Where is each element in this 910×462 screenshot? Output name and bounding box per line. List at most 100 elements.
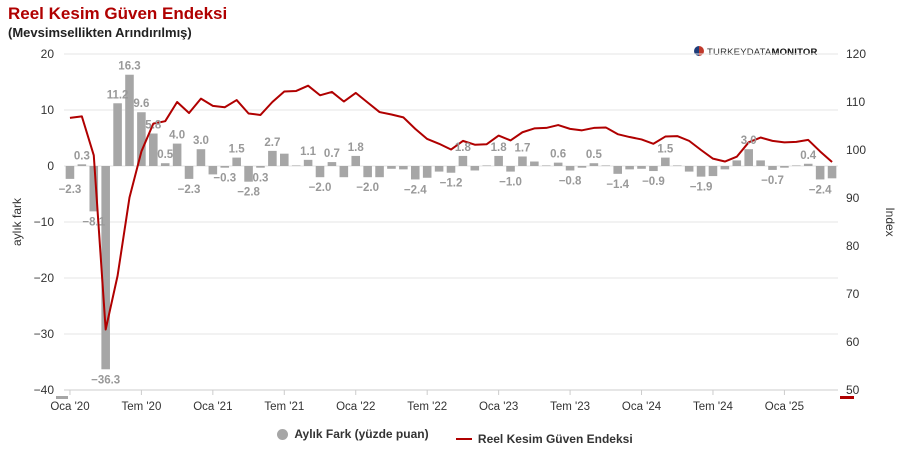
bar — [744, 149, 753, 166]
bar — [827, 166, 837, 179]
bar-data-label: −2.3 — [59, 184, 82, 196]
bar-data-label: −2.0 — [356, 182, 379, 194]
bar — [65, 166, 75, 179]
bar — [494, 155, 503, 166]
x-tick-label: Oca '24 — [622, 401, 662, 413]
bar-data-label: 4.0 — [169, 130, 185, 142]
bar-data-label: 1.8 — [348, 142, 365, 154]
bar-data-label: −36.3 — [91, 374, 120, 386]
bar — [672, 165, 682, 167]
bar-data-label: 0.5 — [586, 149, 603, 161]
bar — [768, 166, 777, 170]
y-right-tick-label: 110 — [846, 95, 865, 109]
bar — [315, 166, 325, 178]
bar-data-label: 0.4 — [800, 150, 817, 162]
y-right-tick-label: 90 — [846, 191, 860, 205]
right-axis-marker — [840, 396, 854, 399]
bar — [458, 155, 468, 166]
bar — [339, 166, 349, 178]
bar — [482, 165, 492, 167]
bar — [601, 165, 611, 167]
x-tick-label: Oca '20 — [50, 401, 89, 413]
x-tick-label: Oca '23 — [479, 401, 518, 413]
y-left-tick-label: 0 — [47, 159, 54, 173]
bar — [720, 166, 730, 170]
bar — [196, 149, 206, 166]
bar-data-label: 0.7 — [324, 148, 340, 160]
brand-middle: DATA — [746, 47, 772, 58]
bar-data-label: −1.9 — [690, 182, 713, 194]
legend-line-swatch — [455, 437, 472, 440]
y-left-tick-label: −10 — [34, 215, 55, 229]
bar-data-label: −0.3 — [213, 173, 236, 185]
bar-data-label: 0.5 — [157, 149, 174, 161]
bar-data-label: 0.3 — [252, 173, 268, 185]
bar — [649, 166, 658, 172]
bar-data-label: −2.3 — [178, 184, 201, 196]
bar-data-label: 1.8 — [491, 142, 508, 154]
bar — [684, 166, 694, 172]
bar-data-label: −2.4 — [404, 184, 427, 196]
x-tick-label: Oca '21 — [193, 401, 232, 413]
brand-prefix: TURKEY — [707, 47, 747, 58]
brand-suffix: MONITOR — [771, 47, 818, 58]
bar-data-label: −1.0 — [499, 177, 522, 189]
bar-data-label: −0.9 — [642, 176, 665, 188]
bar — [113, 103, 122, 166]
bar — [101, 166, 110, 370]
bar — [470, 166, 480, 171]
bar — [303, 159, 313, 166]
bar — [696, 166, 706, 177]
bar — [375, 166, 384, 178]
x-tick-label: Tem '20 — [121, 401, 161, 413]
bar-data-label: 0.3 — [74, 150, 90, 162]
bar — [256, 166, 265, 168]
bar-data-label: 1.5 — [229, 144, 246, 156]
index-line — [69, 84, 833, 331]
bar — [232, 157, 241, 166]
bar — [410, 166, 420, 180]
bar — [208, 166, 218, 175]
bar-data-label: 1.1 — [300, 146, 317, 158]
y-left-tick-label: −40 — [34, 383, 55, 397]
bar — [422, 166, 432, 178]
legend-item-bars[interactable]: Aylık Fark (yüzde puan) — [277, 427, 429, 441]
bar-data-label: −2.4 — [809, 184, 832, 196]
bar — [268, 150, 277, 166]
bar — [553, 162, 563, 166]
legend-item-line[interactable]: Reel Kesim Güven Endeksi — [455, 432, 633, 446]
bar-data-label: 9.6 — [133, 98, 149, 110]
bar — [565, 166, 575, 171]
bar — [399, 166, 408, 170]
bar — [625, 166, 634, 170]
x-tick-label: Oca '25 — [765, 401, 804, 413]
bar-data-label: 16.3 — [118, 61, 140, 73]
y-right-tick-label: 100 — [846, 143, 866, 157]
bar — [77, 164, 87, 166]
y-left-tick-label: −30 — [34, 327, 55, 341]
bar — [780, 166, 789, 168]
bar-data-label: 1.5 — [657, 144, 674, 156]
bar-data-label: 3.0 — [193, 135, 209, 147]
y-left-tick-label: 10 — [41, 103, 55, 117]
bar-data-label: 1.8 — [455, 142, 472, 154]
bar — [387, 166, 396, 169]
bar — [815, 166, 825, 180]
bar — [184, 166, 194, 179]
bar — [732, 160, 742, 166]
legend-bar-swatch — [277, 428, 289, 440]
bar — [89, 166, 99, 212]
bar — [756, 160, 765, 166]
legend: Aylık Fark (yüzde puan) Reel Kesim Güven… — [0, 427, 910, 446]
x-tick-label: Tem '21 — [264, 401, 304, 413]
bar-data-label: 0.6 — [550, 149, 566, 161]
bar — [530, 161, 539, 166]
x-tick-label: Tem '23 — [550, 401, 590, 413]
bar-data-label: 5.8 — [145, 120, 162, 132]
bar-data-label: −0.8 — [559, 175, 582, 187]
bar-data-label: 11.2 — [107, 89, 129, 101]
bar — [327, 162, 337, 166]
chart-title: Reel Kesim Güven Endeksi — [8, 4, 228, 23]
bar — [637, 166, 646, 169]
